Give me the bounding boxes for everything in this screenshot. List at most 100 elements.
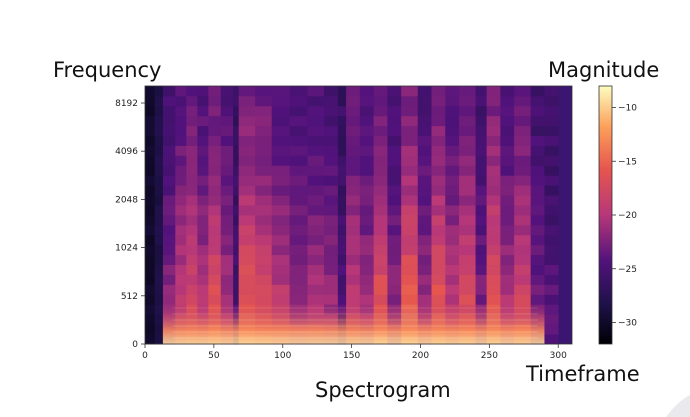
heatmap-cell	[475, 125, 487, 137]
heatmap-cell	[154, 254, 164, 266]
heatmap-cell	[544, 314, 559, 325]
heatmap-cell	[175, 155, 187, 166]
heatmap-cell	[486, 145, 501, 156]
heatmap-cell	[475, 165, 487, 176]
heatmap-cell	[271, 185, 291, 196]
heatmap-cell	[417, 135, 432, 146]
heatmap-cell	[346, 145, 361, 156]
heatmap-cell	[175, 195, 187, 206]
heatmap-cell	[346, 105, 361, 117]
heatmap-cell	[337, 155, 347, 166]
heatmap-cell	[255, 115, 273, 127]
heatmap-cell	[387, 145, 402, 156]
heatmap-cell	[445, 294, 460, 305]
heatmap-cell	[530, 95, 545, 107]
heatmap-cell	[307, 135, 325, 146]
x-tick-label: 100	[274, 351, 291, 361]
heatmap-cell	[197, 95, 209, 107]
heatmap-cell	[233, 244, 240, 256]
heatmap-cell	[337, 205, 347, 216]
heatmap-cell	[208, 185, 222, 196]
heatmap-cell	[514, 185, 532, 196]
heatmap-cell	[233, 105, 240, 117]
heatmap-cell	[154, 234, 164, 246]
heatmap-cell	[175, 125, 187, 137]
heatmap-cell	[220, 125, 234, 137]
heatmap-cell	[373, 95, 388, 107]
heatmap-cell	[175, 224, 187, 236]
heatmap-cell	[271, 294, 291, 305]
heatmap-cell	[238, 284, 256, 295]
heatmap-cell	[346, 185, 361, 196]
heatmap-cell	[359, 165, 375, 176]
heatmap-cell	[197, 135, 209, 146]
heatmap-cell	[500, 254, 515, 266]
heatmap-cell	[255, 264, 273, 275]
heatmap-cell	[197, 224, 209, 236]
heatmap-cell	[475, 234, 487, 246]
heatmap-cell	[271, 244, 291, 256]
heatmap-cell	[186, 175, 198, 186]
heatmap-cell	[544, 294, 559, 305]
heatmap-cell	[175, 105, 187, 117]
heatmap-cell	[197, 254, 209, 266]
heatmap-cell	[431, 86, 446, 97]
heatmap-cell	[387, 284, 402, 295]
heatmap-cell	[307, 105, 325, 117]
heatmap-cell	[475, 195, 487, 206]
heatmap-cell	[186, 284, 198, 295]
harmonic-floor-band	[162, 304, 545, 344]
heatmap-cell	[162, 254, 176, 266]
heatmap-cell	[359, 224, 375, 236]
heatmap-cell	[324, 195, 339, 206]
heatmap-cell	[373, 224, 388, 236]
heatmap-cell	[459, 95, 476, 107]
plot-frame	[144, 85, 573, 345]
heatmap-cell	[544, 334, 559, 345]
heatmap-cell	[162, 224, 176, 236]
heatmap-cell	[346, 234, 361, 246]
heatmap-cell	[289, 284, 308, 295]
heatmap-cell	[387, 274, 402, 285]
heatmap-cell	[530, 165, 545, 176]
heatmap-cell	[162, 165, 176, 176]
heatmap-cell	[500, 284, 515, 295]
heatmap-cell	[145, 224, 156, 236]
heatmap-cell	[500, 105, 515, 117]
heatmap-cell	[544, 95, 559, 107]
heatmap-cell	[175, 95, 187, 107]
heatmap-cell	[162, 95, 176, 107]
x-tick-label: 300	[550, 351, 567, 361]
heatmap-cell	[459, 86, 476, 97]
heatmap-cell	[154, 95, 164, 107]
heatmap-cell	[530, 244, 545, 256]
heatmap-cell	[154, 115, 164, 127]
heatmap-cell	[307, 95, 325, 107]
heatmap-cell	[154, 215, 164, 226]
heatmap-cell	[175, 185, 187, 196]
heatmap-cell	[401, 294, 419, 305]
heatmap-cell	[271, 145, 291, 156]
heatmap-cell	[544, 155, 559, 166]
heatmap-cell	[359, 145, 375, 156]
heatmap-cell	[431, 125, 446, 137]
heatmap-cell	[486, 254, 501, 266]
heatmap-cell	[220, 145, 234, 156]
heatmap-cell	[324, 105, 339, 117]
heatmap-cell	[337, 145, 347, 156]
heatmap-cell	[359, 115, 375, 127]
heatmap-cell	[208, 284, 222, 295]
heatmap-cell	[324, 224, 339, 236]
heatmap-cell	[475, 215, 487, 226]
heatmap-cell	[514, 175, 532, 186]
heatmap-cell	[387, 254, 402, 266]
heatmap-cell	[445, 185, 460, 196]
heatmap-cell	[387, 95, 402, 107]
heatmap-cell	[307, 205, 325, 216]
heatmap-cell	[445, 264, 460, 275]
heatmap-cell	[459, 195, 476, 206]
heatmap-cell	[238, 224, 256, 236]
heatmap-cell	[544, 165, 559, 176]
heatmap-cell	[544, 304, 559, 315]
